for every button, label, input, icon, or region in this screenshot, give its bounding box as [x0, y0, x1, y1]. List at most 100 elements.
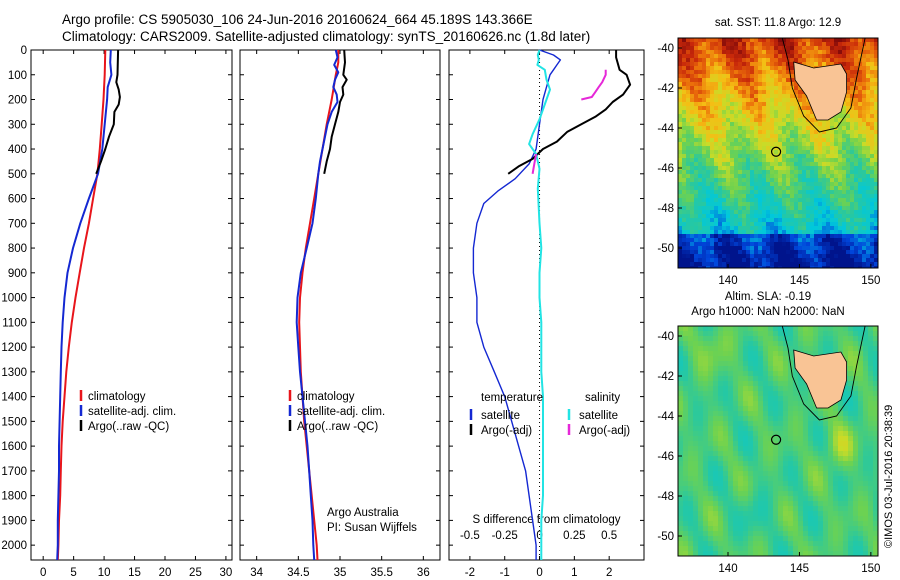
heatmap-cell: [688, 496, 694, 502]
heatmap-cell: [853, 551, 859, 556]
heatmap-cell: [850, 186, 855, 191]
heatmap-cell: [742, 98, 747, 103]
heatmap-cell: [868, 361, 874, 367]
heatmap-cell: [694, 50, 699, 55]
heatmap-cell: [723, 441, 729, 447]
heatmap-cell: [798, 521, 804, 527]
heatmap-cell: [726, 82, 731, 87]
heatmap-cell: [846, 182, 851, 187]
heatmap-cell: [708, 331, 714, 337]
heatmap-cell: [868, 476, 874, 482]
heatmap-cell: [854, 226, 859, 231]
heatmap-cell: [718, 511, 724, 517]
heatmap-cell: [808, 501, 814, 507]
heatmap-cell: [798, 421, 804, 427]
heatmap-cell: [862, 70, 867, 75]
heatmap-cell: [733, 511, 739, 517]
heatmap-cell: [866, 190, 871, 195]
heatmap-cell: [798, 46, 803, 51]
heatmap-cell: [783, 476, 789, 482]
heatmap-cell: [846, 254, 851, 259]
heatmap-cell: [822, 222, 827, 227]
heatmap-cell: [690, 78, 695, 83]
heatmap-cell: [710, 246, 715, 251]
heatmap-cell: [758, 82, 763, 87]
heatmap-cell: [682, 242, 687, 247]
x-tick-label: 30: [220, 567, 233, 579]
heatmap-cell: [758, 526, 764, 532]
heatmap-cell: [874, 166, 878, 171]
heatmap-cell: [854, 50, 859, 55]
heatmap-cell: [683, 346, 689, 352]
heatmap-cell: [733, 331, 739, 337]
heatmap-cell: [786, 178, 791, 183]
heatmap-cell: [854, 94, 859, 99]
heatmap-cell: [830, 142, 835, 147]
lat-tick-label: -46: [657, 163, 674, 175]
heatmap-cell: [766, 226, 771, 231]
heatmap-cell: [786, 218, 791, 223]
heatmap-cell: [742, 58, 747, 63]
heatmap-cell: [730, 258, 735, 263]
heatmap-cell: [833, 506, 839, 512]
heatmap-cell: [774, 190, 779, 195]
heatmap-cell: [722, 50, 727, 55]
heatmap-cell: [788, 506, 794, 512]
heatmap-cell: [742, 46, 747, 51]
heatmap-cell: [678, 326, 684, 332]
heatmap-cell: [833, 446, 839, 452]
heatmap-cell: [850, 50, 855, 55]
heatmap-cell: [793, 461, 799, 467]
heatmap-cell: [710, 118, 715, 123]
heatmap-cell: [742, 110, 747, 115]
heatmap-cell: [703, 486, 709, 492]
heatmap-cell: [730, 242, 735, 247]
heatmap-cell: [730, 118, 735, 123]
heatmap-cell: [748, 371, 754, 377]
heatmap-cell: [803, 451, 809, 457]
heatmap-cell: [706, 158, 711, 163]
heatmap-cell: [873, 381, 878, 387]
heatmap-cell: [678, 386, 684, 392]
heatmap-cell: [848, 326, 854, 332]
heatmap-cell: [830, 194, 835, 199]
heatmap-cell: [823, 491, 829, 497]
heatmap-cell: [750, 222, 755, 227]
heatmap-cell: [833, 406, 839, 412]
heatmap-cell: [726, 142, 731, 147]
heatmap-cell: [793, 546, 799, 552]
heatmap-cell: [710, 42, 715, 47]
heatmap-cell: [866, 166, 871, 171]
heatmap-cell: [694, 82, 699, 87]
heatmap-cell: [783, 356, 789, 362]
heatmap-cell: [758, 331, 764, 337]
heatmap-cell: [722, 230, 727, 235]
heatmap-cell: [838, 536, 844, 542]
heatmap-cell: [686, 110, 691, 115]
heatmap-cell: [854, 62, 859, 67]
heatmap-cell: [758, 174, 763, 179]
heatmap-cell: [728, 466, 734, 472]
heatmap-cell: [854, 174, 859, 179]
heatmap-cell: [870, 206, 875, 211]
heatmap-cell: [783, 471, 789, 477]
heatmap-cell: [843, 551, 849, 556]
heatmap-cell: [714, 154, 719, 159]
heatmap-cell: [734, 258, 739, 263]
heatmap-cell: [713, 531, 719, 537]
heatmap-cell: [734, 42, 739, 47]
heatmap-cell: [868, 421, 874, 427]
heatmap-cell: [734, 110, 739, 115]
heatmap-cell: [753, 491, 759, 497]
heatmap-cell: [703, 386, 709, 392]
heatmap-cell: [768, 336, 774, 342]
heatmap-cell: [850, 138, 855, 143]
heatmap-cell: [823, 346, 829, 352]
heatmap-cell: [768, 361, 774, 367]
heatmap-cell: [818, 202, 823, 207]
heatmap-cell: [810, 266, 815, 268]
heatmap-cell: [778, 506, 784, 512]
heatmap-cell: [858, 234, 863, 239]
heatmap-cell: [853, 526, 859, 532]
heatmap-cell: [782, 118, 787, 123]
